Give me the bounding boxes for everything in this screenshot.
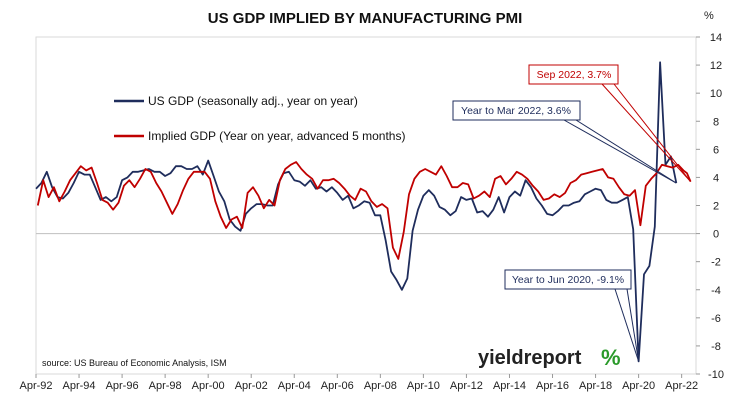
y-tick-label: 10 — [710, 88, 722, 100]
y-tick-label: -10 — [708, 369, 724, 381]
x-tick-label: Apr-96 — [106, 380, 139, 392]
x-tick-label: Apr-16 — [536, 380, 569, 392]
y-tick-label: 2 — [713, 201, 719, 213]
annotation-layer: Sep 2022, 3.7% Year to Mar 2022, 3.6% Year… — [452, 64, 692, 362]
y-tick-label: -8 — [711, 341, 721, 353]
x-tick-label: Apr-22 — [665, 380, 698, 392]
plot-area — [35, 36, 697, 375]
x-tick-label: Apr-10 — [407, 380, 440, 392]
x-tick-label: Apr-98 — [149, 380, 182, 392]
annotation-label: Year to Mar 2022, 3.6% — [461, 105, 571, 117]
annotation-leader — [613, 83, 692, 182]
x-tick-label: Apr-04 — [278, 380, 311, 392]
x-tick-label: Apr-02 — [235, 380, 268, 392]
series-layer — [35, 61, 692, 363]
annotation-leader — [614, 288, 640, 362]
annotation-leader — [563, 119, 677, 184]
y-tick-label: 6 — [713, 144, 719, 156]
x-tick-label: Apr-18 — [579, 380, 612, 392]
x-tick-label: Apr-00 — [192, 380, 225, 392]
annotation-jun-2020: Year to Jun 2020, -9.1% — [504, 269, 640, 362]
x-tick-label: Apr-12 — [450, 380, 483, 392]
x-tick-label: Apr-20 — [622, 380, 655, 392]
y-tick-label: -2 — [711, 257, 721, 269]
annotation-leader — [626, 288, 640, 362]
brand-wordmark: yieldreport — [478, 347, 582, 369]
axes: 14 12 10 8 6 4 2 0 -2 -4 -6 -8 -10 Apr-92 Apr-94 Apr-96… — [19, 32, 723, 392]
x-tick-label: Apr-06 — [321, 380, 354, 392]
legend-label-us-gdp: US GDP (seasonally adj., year on year) — [148, 94, 358, 108]
brand-percent-symbol: % — [601, 345, 621, 370]
annotation-leader — [601, 83, 691, 182]
x-tick-label: Apr-08 — [364, 380, 397, 392]
y-tick-label: 12 — [710, 60, 722, 72]
y-unit-label: % — [704, 10, 714, 22]
y-tick-label: -6 — [711, 313, 721, 325]
legend: US GDP (seasonally adj., year on year) I… — [114, 94, 405, 143]
annotation-label: Sep 2022, 3.7% — [537, 69, 612, 81]
y-tick-label: -4 — [711, 285, 721, 297]
annotation-box — [452, 100, 581, 121]
yieldreport-logo: yieldreport % — [478, 345, 621, 370]
annotation-sep-2022: Sep 2022, 3.7% — [528, 64, 692, 182]
series-line-us-gdp — [35, 61, 678, 363]
y-tick-label: 4 — [713, 172, 719, 184]
y-tick-label: 0 — [713, 229, 719, 241]
legend-label-implied-gdp: Implied GDP (Year on year, advanced 5 mo… — [148, 129, 405, 143]
chart-title: US GDP IMPLIED BY MANUFACTURING PMI — [208, 10, 522, 27]
source-note: source: US Bureau of Economic Analysis, … — [42, 358, 227, 368]
x-tick-label: Apr-92 — [19, 380, 52, 392]
x-tick-label: Apr-14 — [493, 380, 526, 392]
annotation-box — [528, 64, 619, 85]
series-line-implied-gdp — [36, 161, 692, 260]
annotation-mar-2022: Year to Mar 2022, 3.6% — [452, 100, 677, 184]
x-tick-label: Apr-94 — [63, 380, 96, 392]
y-tick-label: 14 — [710, 32, 722, 44]
annotation-label: Year to Jun 2020, -9.1% — [512, 274, 624, 286]
y-tick-label: 8 — [713, 116, 719, 128]
annotation-leader — [575, 119, 677, 184]
annotation-box — [504, 269, 632, 290]
